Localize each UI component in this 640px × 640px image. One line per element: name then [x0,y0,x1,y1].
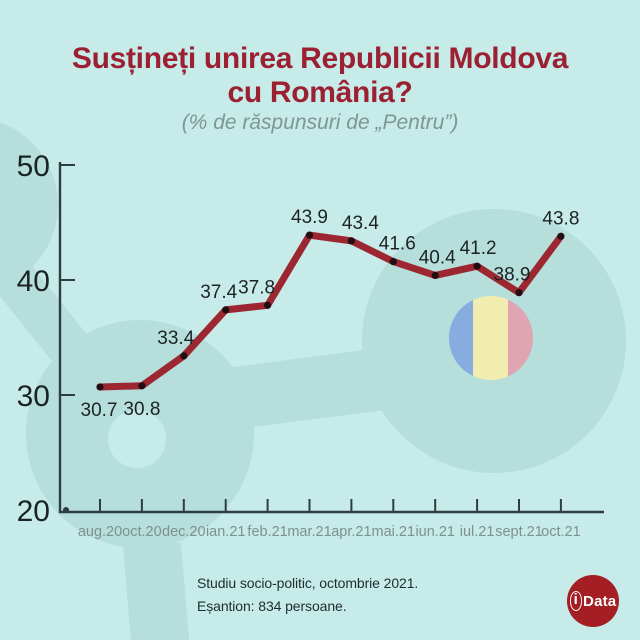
source-note: Studiu socio-politic, octombrie 2021. Eș… [197,572,418,618]
value-label: 37.4 [200,282,237,303]
y-tick-label: 20 [17,495,50,528]
idata-logo-i: i [569,591,583,611]
x-tick-label: aug.20 [78,524,122,540]
decor-donut-hole [108,410,166,468]
data-point [222,306,230,314]
idata-logo-rest: Data [583,592,617,610]
data-point [515,289,523,297]
chart-title-line1: Susțineți unirea Republicii Moldova [71,42,569,75]
chart-axes [58,162,604,514]
x-tick-label: dec.20 [162,524,206,540]
data-point [305,231,314,239]
x-tick-label: apr.21 [331,524,371,540]
x-tick-label: mai.21 [372,524,416,540]
value-label: 43.8 [542,208,579,229]
data-point [347,237,355,245]
flag-stripe-yellow [473,296,508,380]
decor-arm-right [208,346,402,432]
y-tick-label: 50 [17,150,50,183]
chart-subtitle: (% de răspunsuri de „Pentru”) [181,111,459,134]
y-tick-label: 40 [17,265,50,298]
x-tick-label: ian.21 [206,524,246,540]
x-tick-label: mar.21 [287,524,331,540]
y-tick-label: 30 [17,380,50,413]
data-point [431,271,439,279]
value-label: 41.2 [460,238,497,259]
data-point [473,262,481,270]
value-label: 30.8 [123,399,160,420]
value-label: 43.4 [342,213,379,234]
x-tick-label: iul.21 [460,524,495,540]
chart-title-line2: cu România? [227,76,413,109]
x-tick-label: iun.21 [415,524,455,540]
data-line [96,231,565,391]
source-note-line2: Eșantion: 834 persoane. [197,598,347,614]
value-label: 41.6 [379,234,416,255]
x-tick-label: oct.20 [122,524,162,540]
data-point [557,232,565,240]
value-label: 43.9 [291,207,328,228]
data-point [96,383,104,391]
romania-flag-circle [449,296,533,380]
value-label: 37.8 [238,277,275,298]
x-tick-label: feb.21 [247,524,287,540]
data-point [138,382,146,390]
idata-logo: i Data [567,575,619,627]
value-label: 33.4 [157,328,194,349]
axis-origin-dot [63,507,69,513]
data-point [180,352,188,360]
data-point [389,258,397,266]
value-label: 30.7 [81,400,118,421]
value-label: 38.9 [494,265,531,286]
x-tick-label: sept.21 [495,524,543,540]
chart-title: Susțineți unirea Republicii Moldova cu R… [0,42,640,110]
source-note-line1: Studiu socio-politic, octombrie 2021. [197,575,419,591]
value-label: 40.4 [419,247,456,268]
decor-stem [123,542,190,640]
data-point [264,301,272,309]
x-tick-label: oct.21 [541,524,581,540]
